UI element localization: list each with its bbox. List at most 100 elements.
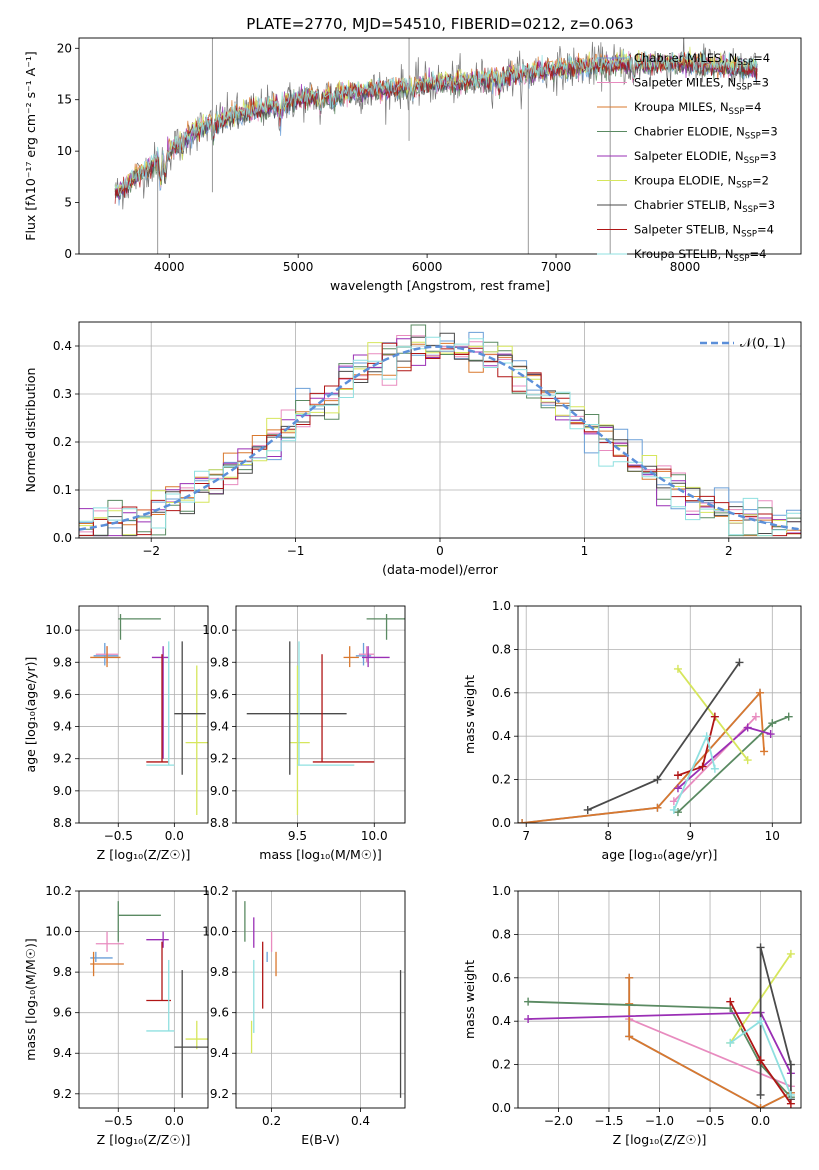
y-tick-label: 20: [57, 41, 72, 55]
errorbar-kroupa-stelib: [146, 641, 175, 766]
series-marker-kroupa-miles: [518, 819, 527, 823]
legend-label-main: Kroupa MILES, N: [634, 100, 729, 114]
plot-area: [90, 614, 208, 815]
legend-label-main: Kroupa STELIB, N: [634, 247, 734, 261]
series-line-salpeter-miles: [628, 1018, 792, 1088]
series-marker-kroupa-elodie: [743, 756, 752, 765]
y-tick-label: 9.2: [53, 1087, 72, 1101]
y-axis-label: mass [log₁₀(M/M☉)]: [23, 938, 38, 1060]
histogram-kroupa-stelib: [79, 336, 801, 537]
y-tick-label: 0.6: [492, 971, 511, 985]
legend-label: Kroupa MILES, NSSP=4: [634, 100, 761, 117]
plot-area: [79, 324, 801, 537]
series-marker-kroupa-miles: [756, 1104, 765, 1108]
legend-label-tail: =4: [757, 223, 774, 237]
legend-label-main: Salpeter STELIB, N: [634, 223, 741, 237]
series-marker-chabrier-elodie: [784, 712, 793, 721]
y-tick-label: 0.2: [492, 1058, 511, 1072]
legend-label-sub: SSP: [729, 107, 745, 117]
y-tick-label: 9.2: [53, 752, 72, 766]
plot-area: [246, 614, 405, 815]
chart-mass-vs-ebv: 0.2 0.4 9.2 9.4 9.6 9.8 10.0 10.2 E(B-V): [202, 884, 406, 1147]
series-marker-salpeter-elodie: [524, 1015, 533, 1024]
x-axis-label: Z [log₁₀(Z/Z☉)]: [613, 1132, 707, 1147]
y-tick-label: 9.4: [53, 720, 72, 734]
y-tick-label: 8.8: [210, 816, 229, 830]
legend-label-tail: =3: [761, 125, 778, 139]
series-marker-salpeter-elodie: [766, 730, 775, 739]
errorbar-kroupa-elodie: [185, 1020, 208, 1050]
y-tick-label: 9.8: [210, 965, 229, 979]
chart-spectrum: 4000 5000 6000 7000 8000 0 5 10 15 20 wavelength […: [23, 37, 802, 293]
axes-frame: [235, 890, 406, 1109]
y-tick-label: 10.2: [45, 884, 72, 898]
y-tick-label: 10.0: [45, 623, 72, 637]
y-axis-label: mass weight: [462, 960, 477, 1039]
x-tick-label: 8000: [670, 260, 701, 274]
y-tick-label: 1.0: [492, 599, 511, 613]
x-tick-label: 0.4: [351, 1114, 370, 1128]
errorbar-salpeter-elodie: [151, 646, 169, 759]
x-axis-label: E(B-V): [301, 1132, 340, 1147]
errorbar-chabrier-stelib: [174, 970, 208, 1098]
series-marker-kroupa-stelib: [702, 732, 711, 741]
axes-frame: [78, 37, 802, 255]
errorbar-salpeter-miles: [95, 931, 124, 952]
x-tick-label: 0.0: [165, 829, 184, 843]
errorbar-kroupa-stelib: [146, 959, 175, 1032]
y-tick-label: 9.6: [53, 1006, 72, 1020]
x-tick-label: −2.0: [544, 1114, 573, 1128]
series-marker-kroupa-miles: [760, 747, 769, 756]
series-marker-kroupa-miles: [625, 1032, 634, 1041]
series-marker-chabrier-stelib: [735, 658, 744, 667]
x-tick-label: 0.2: [262, 1114, 281, 1128]
errorbar-kroupa-miles: [90, 951, 124, 977]
x-axis-label: mass [log₁₀(M/M☉)]: [259, 847, 381, 862]
errorbar-chabrier-stelib: [174, 641, 206, 775]
y-tick-label: 9.8: [53, 965, 72, 979]
series-line-salpeter-miles: [673, 716, 757, 802]
series-marker-chabrier-stelib: [653, 775, 662, 784]
y-tick-label: 9.4: [53, 1046, 72, 1060]
legend-label: Kroupa ELODIE, NSSP=2: [634, 174, 769, 191]
legend-label-tail: =3: [752, 76, 769, 90]
x-tick-label: −1.5: [594, 1114, 623, 1128]
series-marker-chabrier-stelib: [786, 1060, 795, 1069]
y-tick-label: 9.6: [53, 687, 72, 701]
axes-frame: [78, 605, 209, 824]
plot-area: [518, 658, 793, 823]
x-tick-label: 7000: [541, 260, 572, 274]
plot-area: [524, 943, 795, 1108]
legend-label-sub: SSP: [736, 181, 752, 191]
y-tick-label: 0.3: [53, 387, 72, 401]
legend-label-sub: SSP: [734, 254, 750, 264]
x-tick-label: 4000: [154, 260, 185, 274]
x-tick-label: 2: [725, 544, 733, 558]
legend-label: Chabrier ELODIE, NSSP=3: [634, 125, 778, 142]
y-tick-label: 9.6: [210, 687, 229, 701]
y-axis-label: age [log₁₀(age/yr)]: [23, 657, 38, 773]
x-tick-label: −2: [142, 544, 160, 558]
legend-label-tail: =2: [752, 174, 769, 188]
x-tick-label: 0.0: [165, 1114, 184, 1128]
y-axis-label: Normed distribution: [23, 368, 38, 493]
gaussian-curve: [79, 345, 801, 531]
legend-label-main: Chabrier ELODIE, N: [634, 125, 745, 139]
legend-label-main: Salpeter MILES, N: [634, 76, 736, 90]
histogram-salpeter-stelib: [79, 342, 801, 537]
errorbar-chabrier-elodie: [118, 614, 161, 640]
legend-label: Salpeter ELODIE, NSSP=3: [634, 149, 777, 166]
x-tick-label: 7: [522, 829, 530, 843]
y-tick-label: 0.0: [53, 531, 72, 545]
y-tick-label: 0.0: [492, 816, 511, 830]
chart-weight-vs-age: 7 8 9 10 0.0 0.2 0.4 0.6 0.8 1.0 age [log₁₀(age/yr…: [462, 599, 802, 862]
errorbar-kroupa-elodie: [185, 665, 208, 815]
legend-label-main: Kroupa ELODIE, N: [634, 174, 736, 188]
y-tick-label: 8.8: [53, 816, 72, 830]
legend-label: Chabrier STELIB, NSSP=3: [634, 198, 775, 215]
errorbar-chabrier-stelib: [246, 641, 347, 775]
y-tick-label: 10: [57, 144, 72, 158]
chart-age-vs-mass: 9.5 10.0 8.8 9.0 9.2 9.4 9.6 9.8 10.0 mass [log₁₀…: [202, 605, 406, 862]
series-marker-salpeter-stelib: [710, 712, 719, 721]
